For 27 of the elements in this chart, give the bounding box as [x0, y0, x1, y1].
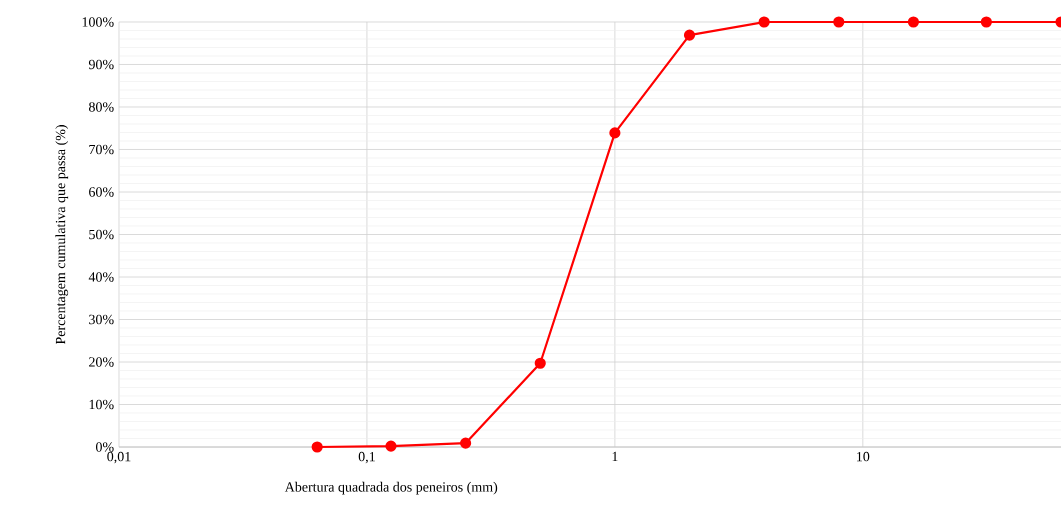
y-tick-label: 100%	[82, 17, 114, 27]
x-tick-label: 1	[612, 451, 618, 462]
point	[534, 357, 546, 369]
x-tick-label: 0,01	[107, 451, 131, 464]
point	[758, 16, 770, 28]
point	[980, 16, 992, 28]
x-axis-title: Abertura quadrada dos peneiros (mm)	[284, 481, 498, 495]
y-tick-label: 60%	[89, 187, 114, 197]
y-tick-label: 20%	[89, 357, 114, 367]
point	[311, 441, 323, 453]
x-tick-label: 0,1	[358, 451, 375, 464]
x-tick-label: 10	[857, 451, 870, 462]
y-tick-label: 0%	[96, 442, 114, 452]
point	[460, 437, 472, 449]
point	[907, 16, 920, 28]
y-tick-label: 40%	[88, 272, 114, 282]
point	[385, 440, 397, 452]
y-tick-label: 30%	[89, 314, 114, 325]
point	[833, 16, 845, 28]
y-axis-title: Percentagem cumulativa que passa (%)	[55, 125, 69, 345]
point	[683, 29, 696, 41]
point	[609, 127, 621, 139]
y-tick-label: 70%	[89, 144, 114, 155]
y-tick-label: 10%	[89, 399, 114, 410]
y-tick-label: 90%	[88, 59, 114, 70]
y-tick-label: 80%	[89, 102, 114, 112]
y-tick-label: 50%	[89, 229, 114, 240]
